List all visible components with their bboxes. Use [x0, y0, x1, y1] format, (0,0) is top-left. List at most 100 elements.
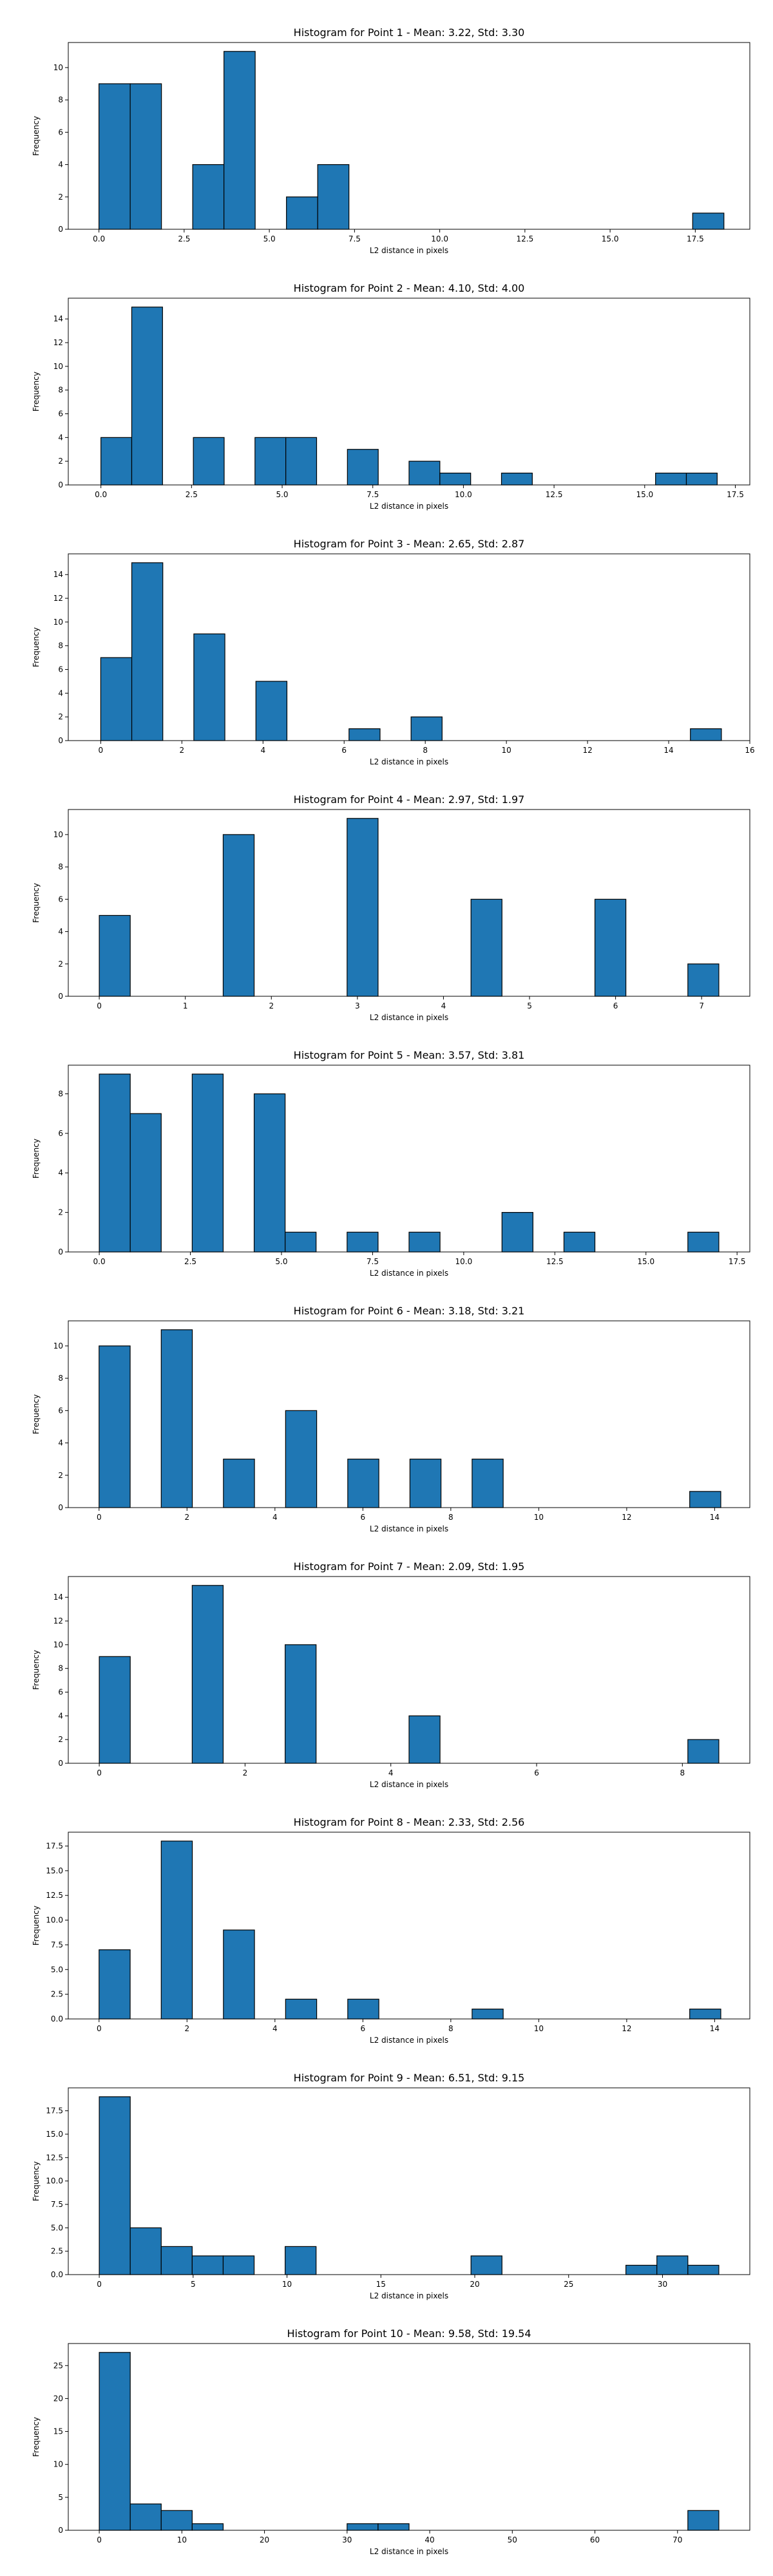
histogram-bar — [160, 1841, 193, 2020]
x-tick-label: 12 — [582, 746, 592, 755]
y-tick-label: 0 — [58, 1503, 63, 1512]
histogram-bar — [254, 437, 287, 486]
x-axis-label: L2 distance in pixels — [370, 1269, 448, 1278]
y-tick-label: 7.5 — [51, 2200, 63, 2209]
y-tick-label: 7.5 — [51, 1940, 63, 1949]
x-tick-label: 30 — [342, 2535, 352, 2544]
histogram-bar — [690, 728, 722, 741]
x-tick-label: 0 — [97, 2280, 102, 2289]
y-axis-label: Frequency — [32, 372, 41, 412]
histogram-bar — [563, 1231, 596, 1253]
y-tick-label: 6 — [58, 1129, 63, 1138]
x-tick-label: 4 — [441, 1001, 446, 1010]
histogram-bar — [347, 449, 379, 486]
y-tick-label: 4 — [58, 160, 63, 169]
y-tick-label: 0 — [58, 2526, 63, 2535]
chart-title: Histogram for Point 1 - Mean: 3.22, Std:… — [294, 26, 525, 39]
y-tick-label: 10 — [53, 830, 63, 839]
chart-title: Histogram for Point 7 - Mean: 2.09, Std:… — [294, 1560, 525, 1573]
y-tick-label: 5 — [58, 2493, 63, 2502]
x-tick-label: 0 — [97, 2024, 102, 2033]
x-tick-label: 70 — [673, 2535, 682, 2544]
y-tick-label: 2 — [58, 1208, 63, 1217]
histogram-panel-10: Histogram for Point 10 - Mean: 9.58, Std… — [32, 2327, 750, 2556]
y-tick-label: 10 — [53, 618, 63, 627]
y-tick-label: 12 — [53, 1616, 63, 1625]
x-tick-label: 14 — [710, 2024, 720, 2033]
histogram-bar — [129, 2227, 162, 2275]
histogram-bar — [129, 1113, 162, 1253]
histogram-bar — [286, 196, 318, 230]
axes-frame — [68, 809, 750, 997]
y-tick-label: 4 — [58, 1711, 63, 1720]
histogram-bar — [253, 1093, 286, 1253]
axes-frame — [68, 1576, 750, 1764]
histogram-bar — [99, 2096, 131, 2275]
x-tick-label: 10 — [502, 746, 511, 755]
histogram-bar — [439, 472, 472, 486]
histogram-bar — [689, 2009, 721, 2020]
x-tick-label: 6 — [613, 1001, 618, 1010]
x-tick-label: 0.0 — [93, 234, 105, 243]
histogram-bar — [470, 898, 502, 997]
y-tick-label: 2 — [58, 960, 63, 969]
x-tick-label: 0 — [97, 1513, 102, 1522]
y-tick-label: 6 — [58, 410, 63, 419]
x-tick-label: 7 — [699, 1001, 704, 1010]
y-tick-label: 5.0 — [51, 2223, 63, 2232]
x-tick-label: 2.5 — [186, 490, 198, 499]
x-tick-label: 4 — [272, 1513, 278, 1522]
histogram-bar — [687, 1739, 720, 1764]
y-axis-label: Frequency — [32, 1650, 41, 1690]
histogram-bar — [222, 834, 255, 997]
histogram-bar — [191, 1074, 224, 1253]
histogram-bar — [99, 83, 131, 230]
histogram-bar — [408, 1231, 441, 1253]
x-axis-label: L2 distance in pixels — [370, 502, 448, 511]
x-tick-label: 2 — [184, 2024, 189, 2033]
y-axis-label: Frequency — [32, 1139, 41, 1179]
y-tick-label: 14 — [53, 314, 63, 323]
axes-frame — [68, 42, 750, 230]
histogram-bar — [160, 2246, 193, 2275]
chart-title: Histogram for Point 4 - Mean: 2.97, Std:… — [294, 793, 525, 806]
y-tick-label: 5.0 — [51, 1965, 63, 1974]
histogram-bar — [222, 2255, 255, 2275]
histogram-bar — [285, 1644, 317, 1764]
x-tick-label: 4 — [260, 746, 265, 755]
x-tick-label: 17.5 — [687, 234, 704, 243]
chart-title: Histogram for Point 10 - Mean: 9.58, Std… — [287, 2327, 531, 2340]
y-tick-label: 2 — [58, 1735, 63, 1744]
histogram-bar — [191, 1585, 224, 1764]
histogram-panel-3: Histogram for Point 3 - Mean: 2.65, Std:… — [32, 538, 755, 766]
x-tick-label: 10.0 — [431, 234, 448, 243]
y-tick-label: 10 — [53, 1640, 63, 1649]
y-tick-label: 0 — [58, 225, 63, 234]
histogram-panel-7: Histogram for Point 7 - Mean: 2.09, Std:… — [32, 1560, 750, 1789]
y-tick-label: 15.0 — [46, 2130, 63, 2139]
histogram-bar — [347, 1459, 379, 1508]
x-tick-label: 15.0 — [602, 234, 619, 243]
histogram-bar — [655, 472, 687, 486]
histogram-bar — [285, 1231, 317, 1253]
x-tick-label: 2 — [184, 1513, 189, 1522]
y-tick-label: 8 — [58, 1664, 63, 1673]
y-axis-label: Frequency — [32, 883, 41, 923]
y-tick-label: 6 — [58, 1406, 63, 1415]
x-tick-label: 8 — [423, 746, 428, 755]
histogram-panel-2: Histogram for Point 2 - Mean: 4.10, Std:… — [32, 282, 750, 511]
x-tick-label: 14 — [663, 746, 673, 755]
x-tick-label: 20 — [470, 2280, 479, 2289]
histogram-bar — [689, 1491, 721, 1508]
x-tick-label: 60 — [590, 2535, 600, 2544]
x-tick-label: 8 — [448, 2024, 453, 2033]
x-axis-label: L2 distance in pixels — [370, 1013, 448, 1022]
x-tick-label: 10 — [534, 1513, 544, 1522]
y-tick-label: 2 — [58, 457, 63, 466]
x-axis-label: L2 distance in pixels — [370, 1780, 448, 1789]
histogram-bar — [317, 164, 350, 230]
x-tick-label: 12.5 — [546, 1257, 564, 1266]
x-tick-label: 10.0 — [455, 1257, 473, 1266]
x-tick-label: 0 — [97, 1001, 102, 1010]
y-tick-label: 6 — [58, 128, 63, 137]
